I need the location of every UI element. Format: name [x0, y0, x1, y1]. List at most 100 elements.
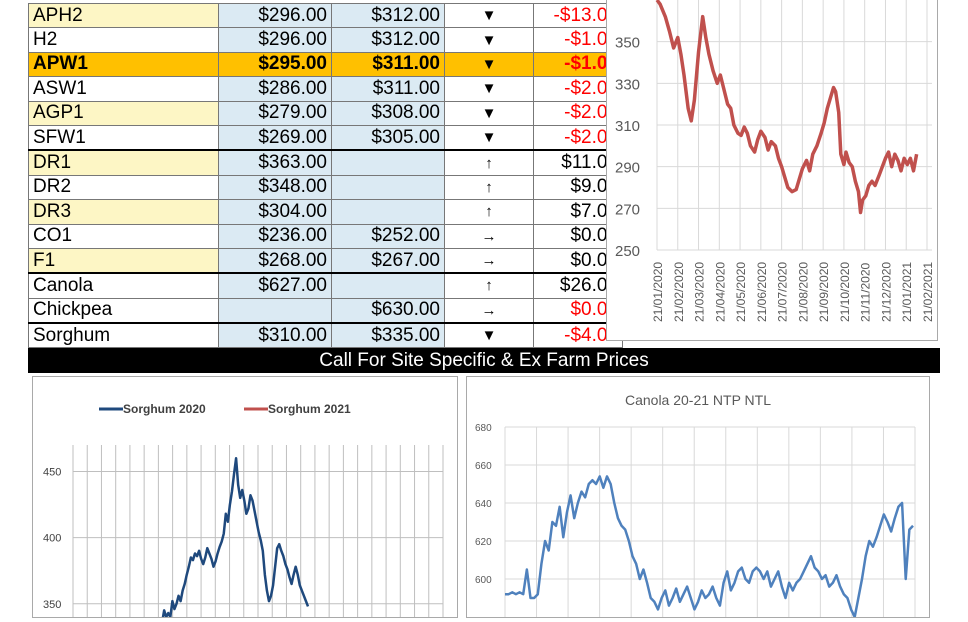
- price-cell: [331, 149, 445, 176]
- trend-arrow: ▼: [444, 27, 534, 53]
- table-row: F1 $268.00 $267.00 → $0.00: [28, 247, 623, 274]
- table-row: H2 $296.00 $312.00 ▼ -$1.00: [28, 27, 623, 53]
- price-cell: $348.00: [218, 174, 332, 201]
- price-cell: [331, 199, 445, 225]
- commodity-name: ASW1: [28, 76, 219, 102]
- trend-arrow: ▼: [444, 76, 534, 102]
- commodity-name: APH2: [28, 2, 219, 29]
- chart-title: Canola 20-21 NTP NTL: [625, 392, 771, 408]
- x-tick-label: 21/06/2020: [755, 262, 769, 322]
- y-tick-label: 680: [475, 423, 492, 434]
- x-tick-label: 21/02/2020: [672, 262, 686, 322]
- price-cell: $252.00: [331, 223, 445, 249]
- table-row: ASW1 $286.00 $311.00 ▼ -$2.00: [28, 76, 623, 102]
- y-tick-label: 450: [43, 466, 61, 478]
- site-specific-banner: Call For Site Specific & Ex Farm Prices: [28, 348, 940, 373]
- table-row: DR2 $348.00 ↑ $9.00: [28, 174, 623, 201]
- price-cell: $295.00: [218, 51, 332, 78]
- table-row: DR3 $304.00 ↑ $7.00: [28, 199, 623, 225]
- price-cell: $311.00: [331, 76, 445, 102]
- commodity-name: DR3: [28, 199, 219, 225]
- x-tick-label: 21/09/2020: [817, 262, 831, 322]
- x-tick-label: 21/04/2020: [713, 262, 727, 322]
- price-cell: $312.00: [331, 27, 445, 53]
- price-cell: $268.00: [218, 247, 332, 274]
- commodity-name: F1: [28, 247, 219, 274]
- x-tick-label: 21/02/2021: [921, 262, 935, 322]
- x-tick-label: 21/05/2020: [734, 262, 748, 322]
- trend-arrow: ▼: [444, 322, 534, 349]
- x-tick-label: 21/12/2020: [879, 262, 893, 322]
- table-row: CO1 $236.00 $252.00 → $0.00: [28, 223, 623, 249]
- price-cell: [218, 297, 332, 324]
- price-cell: $363.00: [218, 149, 332, 176]
- price-cell: $269.00: [218, 124, 332, 151]
- x-tick-label: 21/01/2020: [651, 262, 665, 322]
- x-tick-label: 21/07/2020: [776, 262, 790, 322]
- price-cell: $279.00: [218, 100, 332, 126]
- y-tick-label: 350: [615, 35, 640, 52]
- trend-arrow: ↑: [444, 174, 534, 201]
- table-row: Chickpea $630.00 → $0.00: [28, 297, 623, 324]
- legend-label: Sorghum 2020: [123, 402, 206, 416]
- series-line: [655, 0, 919, 215]
- trend-arrow: ↑: [444, 272, 534, 299]
- commodity-name: SFW1: [28, 124, 219, 151]
- price-cell: $630.00: [331, 297, 445, 324]
- price-cell: $286.00: [218, 76, 332, 102]
- canola-chart: Canola 20-21 NTP NTL 600 620 640 660 680: [466, 376, 930, 619]
- series-line: [160, 456, 310, 622]
- trend-arrow: →: [444, 223, 534, 249]
- legend-label: Sorghum 2021: [268, 402, 351, 416]
- trend-arrow: ▼: [444, 51, 534, 78]
- commodity-name: Chickpea: [28, 297, 219, 324]
- price-cell: $310.00: [218, 322, 332, 349]
- trend-arrow: ▼: [444, 124, 534, 151]
- price-table: APH2 $296.00 $312.00 ▼ -$13.00 H2 $296.00 $312.…: [28, 2, 623, 349]
- price-cell: $267.00: [331, 247, 445, 274]
- y-tick-label: 270: [615, 201, 640, 218]
- commodity-name: DR1: [28, 149, 219, 176]
- commodity-name: DR2: [28, 174, 219, 201]
- trend-arrow: ▼: [444, 100, 534, 126]
- commodity-name: Canola: [28, 272, 219, 299]
- wheat-price-chart: 250 270 290 310 330 350 21/01/2020 21/02/2020 21…: [606, 0, 938, 341]
- y-tick-label: 400: [43, 533, 61, 545]
- x-tick-label: 21/11/2020: [859, 263, 873, 322]
- commodity-name: Sorghum: [28, 322, 219, 349]
- price-cell: [331, 272, 445, 299]
- table-row: Sorghum $310.00 $335.00 ▼ -$4.00: [28, 322, 623, 349]
- price-cell: $296.00: [218, 2, 332, 29]
- table-row: APH2 $296.00 $312.00 ▼ -$13.00: [28, 2, 623, 29]
- price-cell: $312.00: [331, 2, 445, 29]
- sorghum-chart: 350 400 450 Sorghum 2020 Sorghum 2021: [32, 376, 458, 622]
- trend-arrow: ↑: [444, 149, 534, 176]
- x-tick-label: 21/03/2020: [693, 262, 707, 322]
- price-cell: $305.00: [331, 124, 445, 151]
- y-tick-label: 310: [615, 118, 640, 135]
- x-tick-label: 21/08/2020: [796, 262, 810, 322]
- table-row: DR1 $363.00 ↑ $11.00: [28, 149, 623, 176]
- price-cell: $308.00: [331, 100, 445, 126]
- y-tick-label: 620: [475, 537, 492, 548]
- y-tick-label: 350: [43, 599, 61, 611]
- y-tick-label: 290: [615, 160, 640, 177]
- price-cell: $236.00: [218, 223, 332, 249]
- price-cell: $627.00: [218, 272, 332, 299]
- trend-arrow: →: [444, 297, 534, 324]
- commodity-name: AGP1: [28, 100, 219, 126]
- price-cell: $304.00: [218, 199, 332, 225]
- y-tick-label: 330: [615, 76, 640, 93]
- x-tick-label: 21/10/2020: [838, 262, 852, 322]
- y-tick-label: 640: [475, 499, 492, 510]
- price-cell: [331, 174, 445, 201]
- y-tick-label: 250: [615, 243, 640, 260]
- commodity-name: CO1: [28, 223, 219, 249]
- y-tick-label: 600: [475, 575, 492, 586]
- price-cell: $335.00: [331, 322, 445, 349]
- commodity-name: H2: [28, 27, 219, 53]
- table-row: AGP1 $279.00 $308.00 ▼ -$2.00: [28, 100, 623, 126]
- price-cell: $311.00: [331, 51, 445, 78]
- series-line: [505, 475, 914, 619]
- trend-arrow: ▼: [444, 2, 534, 29]
